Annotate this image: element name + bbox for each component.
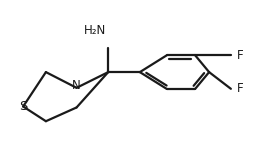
Text: F: F [237,49,243,62]
Text: N: N [72,79,81,92]
Text: S: S [19,100,27,113]
Text: F: F [237,82,243,95]
Text: H₂N: H₂N [84,24,106,37]
